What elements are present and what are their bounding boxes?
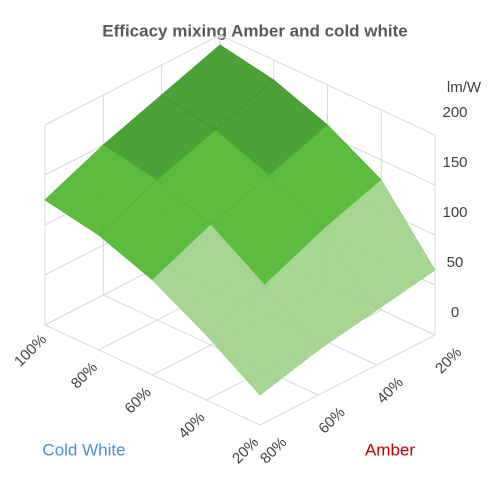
z-tick-label: 50: [447, 254, 464, 271]
chart-title: Efficacy mixing Amber and cold white: [102, 21, 407, 40]
y-tick-label: 80%: [257, 434, 290, 467]
z-tick-label: 100: [442, 204, 467, 221]
y-axis-label: Amber: [365, 440, 415, 459]
surface-patch: [205, 284, 319, 396]
x-tick-label: 80%: [68, 359, 101, 392]
floor-grid: [259, 334, 436, 426]
x-tick-label: 40%: [175, 409, 208, 442]
x-tick-label: 60%: [121, 384, 154, 417]
x-tick-label: 100%: [11, 331, 50, 370]
z-axis-label: lm/W: [447, 79, 482, 96]
floor-grid: [44, 324, 261, 426]
y-tick-label: 20%: [432, 344, 465, 377]
x-tick-label: 20%: [229, 434, 262, 467]
floor-grid: [103, 294, 319, 396]
z-tick-label: 200: [442, 104, 467, 121]
y-tick-label: 40%: [374, 374, 407, 407]
z-tick-label: 0: [451, 304, 459, 321]
y-tick-label: 60%: [315, 404, 348, 437]
x-axis-label: Cold White: [42, 440, 125, 459]
z-tick-label: 150: [442, 154, 467, 171]
